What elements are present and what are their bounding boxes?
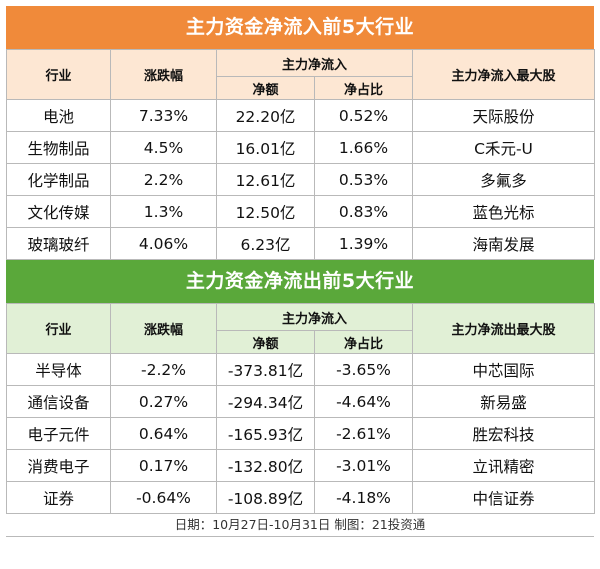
- header-net-amount: 净额: [216, 76, 315, 100]
- table-row: 电池 7.33% 22.20亿 0.52% 天际股份: [6, 99, 596, 132]
- header-net-amount: 净额: [216, 330, 315, 354]
- cell-stock: 海南发展: [412, 227, 596, 260]
- cell-stock: 蓝色光标: [412, 195, 596, 228]
- table-row: 半导体 -2.2% -373.81亿 -3.65% 中芯国际: [6, 353, 596, 386]
- cell-stock: 立讯精密: [412, 449, 596, 482]
- cell-stock: 新易盛: [412, 385, 596, 418]
- header-industry: 行业: [6, 303, 111, 354]
- cell-industry: 生物制品: [6, 131, 111, 164]
- cell-industry: 电池: [6, 99, 111, 132]
- cell-net: -373.81亿: [216, 353, 315, 386]
- header-industry: 行业: [6, 49, 111, 100]
- cell-change: 7.33%: [110, 99, 217, 132]
- cell-net: 6.23亿: [216, 227, 315, 260]
- inflow-title: 主力资金净流入前5大行业: [6, 6, 594, 49]
- outflow-table: 行业 涨跌幅 主力净流入 主力净流出最大股 净额 净占比 半导体 -2.2% -…: [6, 303, 596, 514]
- outflow-header-row: 行业 涨跌幅 主力净流入 主力净流出最大股: [6, 303, 596, 354]
- cell-ratio: -3.01%: [313, 449, 414, 482]
- cell-net: -294.34亿: [216, 385, 315, 418]
- cell-stock: 多氟多: [412, 163, 596, 196]
- cell-ratio: 1.39%: [313, 227, 414, 260]
- cell-stock: C禾元-U: [412, 131, 596, 164]
- cell-industry: 半导体: [6, 353, 111, 386]
- cell-net: 22.20亿: [216, 99, 315, 132]
- cell-change: 0.64%: [110, 417, 217, 450]
- outflow-title: 主力资金净流出前5大行业: [6, 260, 594, 303]
- header-net-ratio: 净占比: [313, 76, 414, 100]
- header-net-ratio: 净占比: [313, 330, 414, 354]
- cell-change: 1.3%: [110, 195, 217, 228]
- inflow-table: 行业 涨跌幅 主力净流入 主力净流入最大股 净额 净占比 电池 7.33% 22…: [6, 49, 596, 260]
- cell-ratio: -3.65%: [313, 353, 414, 386]
- cell-industry: 玻璃玻纤: [6, 227, 111, 260]
- table-row: 生物制品 4.5% 16.01亿 1.66% C禾元-U: [6, 131, 596, 164]
- header-main-flow: 主力净流入: [215, 303, 414, 331]
- cell-industry: 消费电子: [6, 449, 111, 482]
- cell-net: 12.61亿: [216, 163, 315, 196]
- cell-change: 2.2%: [110, 163, 217, 196]
- cell-ratio: 0.53%: [313, 163, 414, 196]
- header-main-flow: 主力净流入: [215, 49, 414, 77]
- cell-net: -165.93亿: [216, 417, 315, 450]
- cell-ratio: -4.18%: [313, 481, 414, 514]
- cell-industry: 证券: [6, 481, 111, 514]
- table-row: 化学制品 2.2% 12.61亿 0.53% 多氟多: [6, 163, 596, 196]
- cell-ratio: 1.66%: [313, 131, 414, 164]
- table-row: 文化传媒 1.3% 12.50亿 0.83% 蓝色光标: [6, 195, 596, 228]
- cell-ratio: -4.64%: [313, 385, 414, 418]
- cell-ratio: 0.83%: [313, 195, 414, 228]
- outflow-subheader-row: 净额 净占比: [7, 330, 595, 354]
- cell-net: 12.50亿: [216, 195, 315, 228]
- cell-industry: 电子元件: [6, 417, 111, 450]
- cell-change: 0.17%: [110, 449, 217, 482]
- cell-change: 4.06%: [110, 227, 217, 260]
- cell-industry: 通信设备: [6, 385, 111, 418]
- footer-credits: 日期：10月27日-10月31日 制图：21投资通: [6, 514, 594, 537]
- cell-stock: 中芯国际: [412, 353, 596, 386]
- capital-flow-infographic: 主力资金净流入前5大行业 行业 涨跌幅 主力净流入 主力净流入最大股 净额 净占…: [6, 6, 596, 537]
- header-change: 涨跌幅: [110, 303, 217, 354]
- cell-stock: 胜宏科技: [412, 417, 596, 450]
- table-row: 消费电子 0.17% -132.80亿 -3.01% 立讯精密: [6, 449, 596, 482]
- cell-ratio: -2.61%: [313, 417, 414, 450]
- header-top-stock: 主力净流出最大股: [412, 303, 596, 354]
- cell-change: -2.2%: [110, 353, 217, 386]
- cell-industry: 文化传媒: [6, 195, 111, 228]
- cell-change: 4.5%: [110, 131, 217, 164]
- cell-ratio: 0.52%: [313, 99, 414, 132]
- header-top-stock: 主力净流入最大股: [412, 49, 596, 100]
- cell-net: 16.01亿: [216, 131, 315, 164]
- cell-change: 0.27%: [110, 385, 217, 418]
- cell-stock: 天际股份: [412, 99, 596, 132]
- table-row: 通信设备 0.27% -294.34亿 -4.64% 新易盛: [6, 385, 596, 418]
- table-row: 证券 -0.64% -108.89亿 -4.18% 中信证券: [6, 481, 596, 514]
- cell-net: -108.89亿: [216, 481, 315, 514]
- cell-change: -0.64%: [110, 481, 217, 514]
- table-row: 玻璃玻纤 4.06% 6.23亿 1.39% 海南发展: [6, 227, 596, 260]
- cell-industry: 化学制品: [6, 163, 111, 196]
- cell-stock: 中信证券: [412, 481, 596, 514]
- cell-net: -132.80亿: [216, 449, 315, 482]
- header-change: 涨跌幅: [110, 49, 217, 100]
- inflow-header-row: 行业 涨跌幅 主力净流入 主力净流入最大股: [6, 49, 596, 100]
- table-row: 电子元件 0.64% -165.93亿 -2.61% 胜宏科技: [6, 417, 596, 450]
